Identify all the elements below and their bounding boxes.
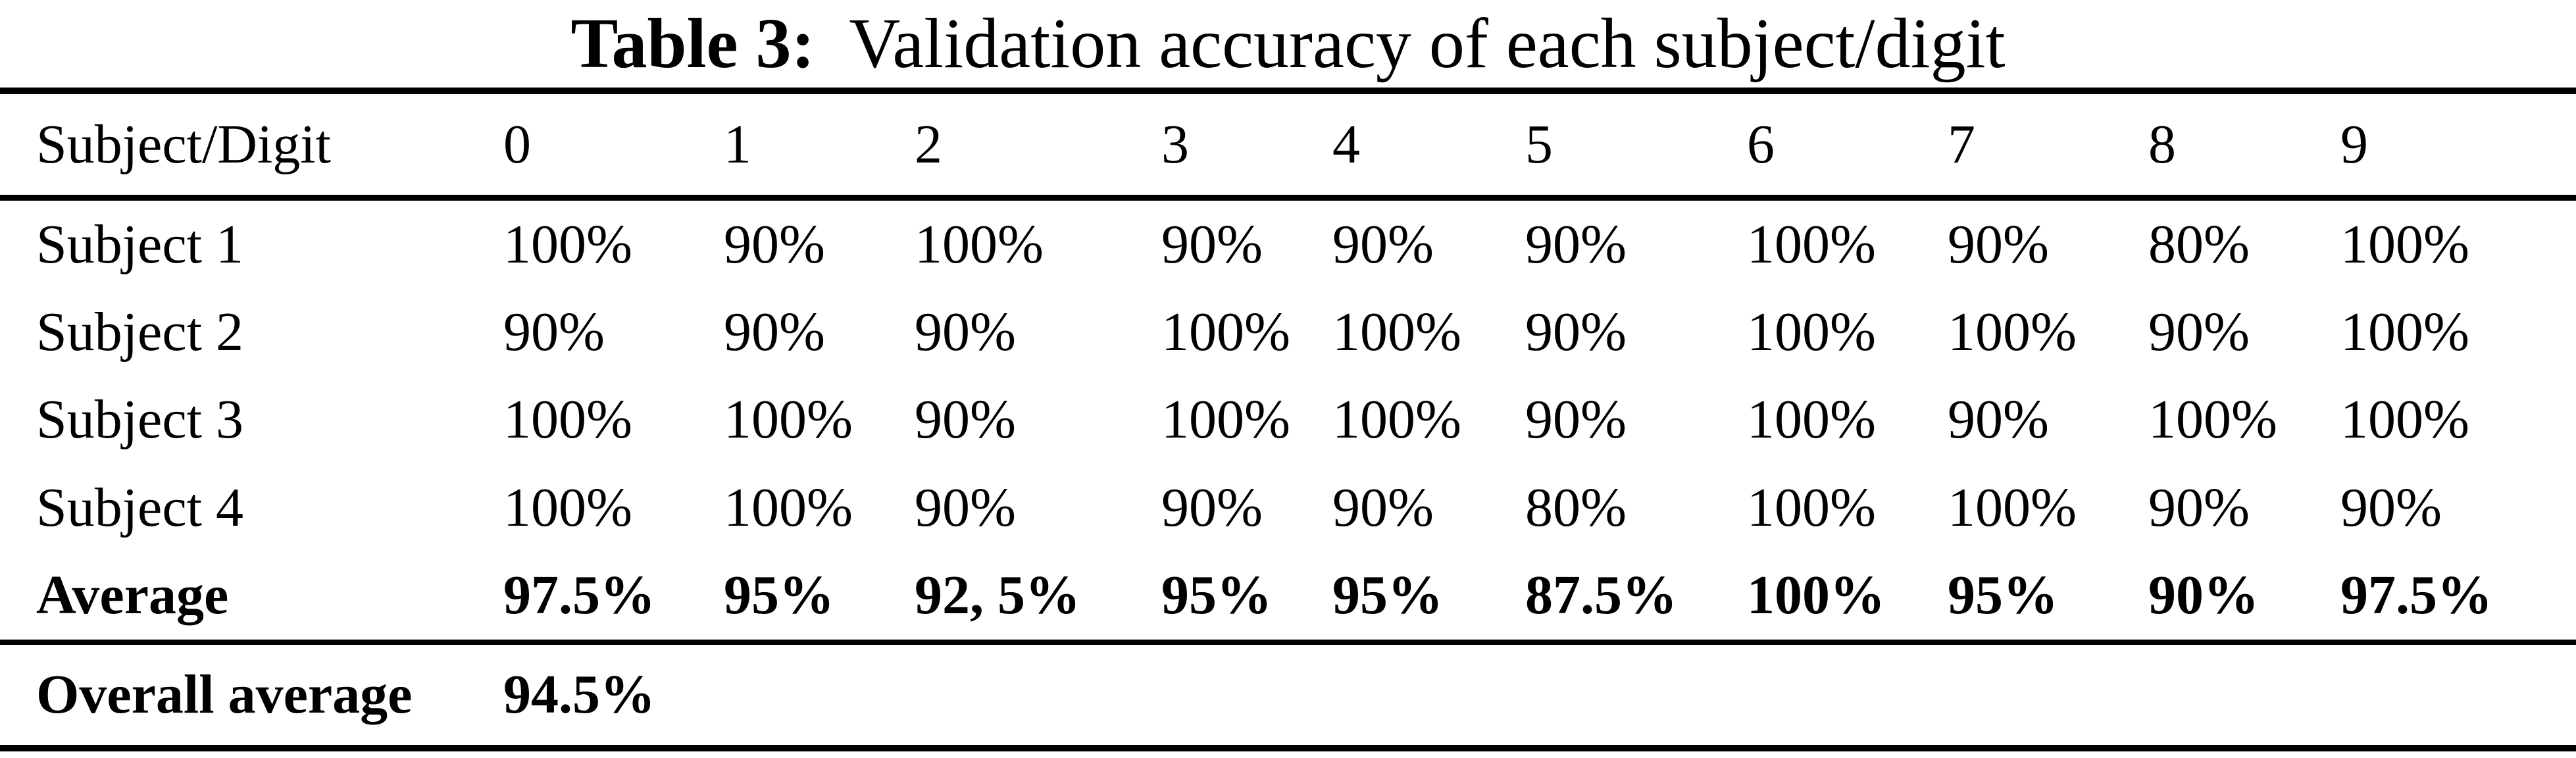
cell-subject2-digit3: 100% [1161,301,1290,363]
cell-subject1-digit8: 80% [2148,213,2250,275]
header-label: Subject/Digit [36,113,331,175]
cell-subject3-digit5: 90% [1525,389,1627,451]
cell-subject3-digit3: 100% [1161,389,1290,451]
header-digit-4: 4 [1332,113,1360,175]
cell-subject2-digit8: 90% [2148,301,2250,363]
overall-average-value: 94.5% [503,664,655,725]
cell-subject3-digit0: 100% [503,389,632,451]
cell-subject1-digit9: 100% [2340,213,2469,275]
cell-subject1-digit1: 90% [724,213,825,275]
cell-subject2-digit4: 100% [1332,301,1461,363]
cell-subject3-digit7: 90% [1948,389,2049,451]
cell-subject4-digit2: 90% [915,476,1016,538]
header-digit-9: 9 [2340,113,2368,175]
cell-subject2-digit5: 90% [1525,301,1627,363]
table-row-subject-2: Subject 2 90% 90% 90% 100% 100% 90% 100%… [0,288,2576,376]
table-body: Subject 1 100% 90% 100% 90% 90% 90% 100%… [0,201,2576,640]
cell-average-digit3: 95% [1161,565,1272,626]
cell-average-digit2: 92, 5% [915,565,1080,626]
cell-subject2-digit9: 100% [2340,301,2469,363]
cell-average-digit9: 97.5% [2340,565,2492,626]
table-row-subject-4: Subject 4 100% 100% 90% 90% 90% 80% 100%… [0,464,2576,551]
header-digit-5: 5 [1525,113,1553,175]
table-bottom-rule [0,745,2576,751]
cell-average-digit0: 97.5% [503,565,655,626]
cell-subject3-digit4: 100% [1332,389,1461,451]
cell-average-digit1: 95% [724,565,834,626]
cell-subject1-digit3: 90% [1161,213,1263,275]
table-row-subject-3: Subject 3 100% 100% 90% 100% 100% 90% 10… [0,376,2576,464]
cell-subject4-digit0: 100% [503,476,632,538]
cell-subject1-digit2: 100% [915,213,1044,275]
cell-subject3-digit6: 100% [1747,389,1876,451]
table-header-rule [0,195,2576,201]
header-digit-6: 6 [1747,113,1775,175]
header-digit-8: 8 [2148,113,2176,175]
header-digit-0: 0 [503,113,531,175]
cell-subject4-digit8: 90% [2148,476,2250,538]
cell-subject1-digit7: 90% [1948,213,2049,275]
cell-subject4-digit6: 100% [1747,476,1876,538]
cell-average-digit8: 90% [2148,565,2259,626]
header-digit-7: 7 [1948,113,1975,175]
cell-subject2-digit7: 100% [1948,301,2077,363]
table-row-average: Average 97.5% 95% 92, 5% 95% 95% 87.5% 1… [0,552,2576,640]
cell-subject4-digit9: 90% [2340,476,2442,538]
header-digit-3: 3 [1161,113,1189,175]
cell-subject2-digit0: 90% [503,301,605,363]
table-average-rule [0,640,2576,645]
cell-subject4-digit3: 90% [1161,476,1263,538]
row-label: Average [36,565,229,626]
row-label: Subject 2 [36,301,243,363]
table-top-rule [0,88,2576,94]
cell-average-digit4: 95% [1332,565,1443,626]
table-row-overall-average: Overall average 94.5% [0,645,2576,745]
table-caption-tag: Table 3: [570,4,815,83]
cell-subject4-digit1: 100% [724,476,853,538]
overall-average-label: Overall average [36,664,413,725]
table-caption: Table 3: Validation accuracy of each sub… [0,0,2576,88]
row-label: Subject 3 [36,389,243,451]
cell-subject3-digit2: 90% [915,389,1016,451]
cell-subject4-digit4: 90% [1332,476,1434,538]
cell-average-digit6: 100% [1747,565,1885,626]
cell-average-digit7: 95% [1948,565,2058,626]
table-caption-text: Validation accuracy of each subject/digi… [849,4,2006,83]
cell-subject3-digit1: 100% [724,389,853,451]
cell-subject1-digit6: 100% [1747,213,1876,275]
cell-subject3-digit9: 100% [2340,389,2469,451]
table-header-row: Subject/Digit 0 1 2 3 4 5 6 7 8 9 [0,94,2576,195]
cell-subject2-digit6: 100% [1747,301,1876,363]
cell-subject3-digit8: 100% [2148,389,2277,451]
table-row-subject-1: Subject 1 100% 90% 100% 90% 90% 90% 100%… [0,201,2576,288]
cell-subject1-digit0: 100% [503,213,632,275]
cell-subject1-digit4: 90% [1332,213,1434,275]
header-digit-2: 2 [915,113,942,175]
row-label: Subject 4 [36,476,243,538]
cell-subject2-digit1: 90% [724,301,825,363]
cell-subject4-digit7: 100% [1948,476,2077,538]
cell-subject4-digit5: 80% [1525,476,1627,538]
cell-subject2-digit2: 90% [915,301,1016,363]
row-label: Subject 1 [36,213,243,275]
header-digit-1: 1 [724,113,751,175]
cell-average-digit5: 87.5% [1525,565,1677,626]
cell-subject1-digit5: 90% [1525,213,1627,275]
